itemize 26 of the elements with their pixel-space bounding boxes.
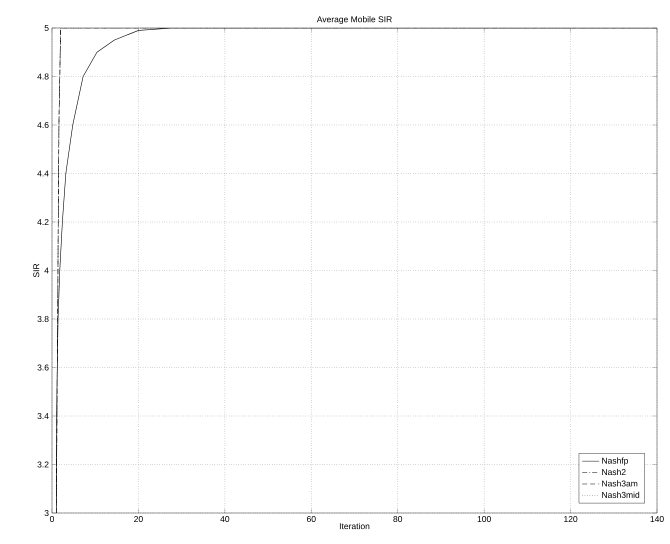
legend-label: Nash3mid	[602, 492, 640, 498]
y-tick-label: 4	[44, 268, 49, 274]
x-tick-label: 100	[478, 516, 491, 522]
x-tick-label: 40	[220, 516, 230, 522]
y-tick-label: 4.2	[37, 219, 49, 225]
y-axis-title: SIR	[33, 264, 40, 278]
x-tick-label: 140	[650, 516, 664, 522]
x-axis-title: Iteration	[340, 522, 370, 530]
legend-label: Nashfp	[602, 457, 628, 466]
y-tick-label: 4.8	[37, 73, 49, 80]
y-tick-label: 4.4	[37, 170, 49, 176]
y-tick-label: 3.6	[37, 364, 49, 371]
y-tick-label: 3.8	[37, 316, 49, 322]
legend-label: Nash2	[602, 468, 626, 476]
x-tick-label: 20	[134, 516, 143, 522]
x-tick-label: 0	[50, 516, 54, 522]
y-tick-label: 5	[44, 25, 49, 31]
legend-label: Nash3am	[602, 480, 638, 486]
y-tick-label: 4.6	[37, 122, 49, 128]
y-tick-label: 3.2	[37, 461, 49, 468]
y-tick-label: 3.4	[37, 412, 49, 420]
chart-title: Average Mobile SIR	[316, 16, 392, 24]
x-tick-label: 120	[564, 516, 578, 522]
y-tick-label: 3	[44, 510, 49, 516]
x-tick-label: 60	[307, 516, 316, 522]
x-tick-label: 80	[393, 516, 402, 522]
